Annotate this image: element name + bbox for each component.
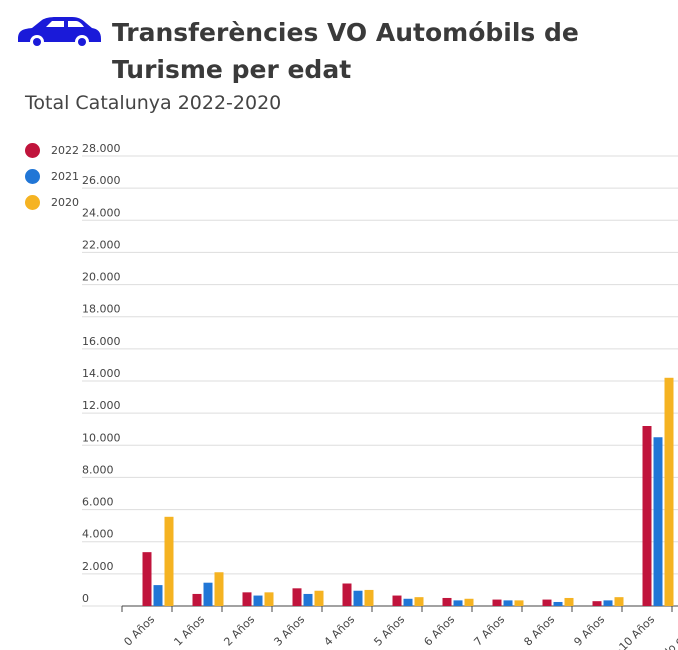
bar-2022	[542, 599, 552, 606]
bar-2021	[353, 590, 363, 606]
bar-2021	[303, 593, 313, 606]
bar-2021	[153, 585, 163, 606]
bar-2020	[464, 598, 474, 606]
bar-2022	[492, 599, 502, 606]
bar-2021	[403, 598, 413, 606]
bar-2022	[242, 592, 252, 606]
bar-2022	[292, 588, 302, 606]
legend-item-2022[interactable]: 2022	[25, 137, 79, 163]
bar-2020	[514, 600, 524, 606]
y-tick-label: 24.000	[82, 206, 121, 219]
chart-legend: 2022 2021 2020	[25, 137, 79, 215]
bar-2021	[653, 437, 663, 606]
y-tick-label: 4.000	[82, 528, 114, 541]
y-tick-label: 26.000	[82, 174, 121, 187]
y-tick-label: 8.000	[82, 463, 114, 476]
x-tick-label: 5 Años	[371, 613, 407, 649]
x-tick-label: 6 Años	[421, 613, 457, 649]
y-tick-label: 20.000	[82, 271, 121, 284]
bar-2020	[264, 592, 274, 606]
y-tick-label: 10.000	[82, 431, 121, 444]
legend-swatch-2020	[25, 194, 40, 210]
x-tick-label: 8 Años	[521, 613, 557, 649]
x-tick-label: 4 Años	[321, 613, 357, 649]
legend-label-2020: 2020	[51, 195, 79, 209]
y-tick-label: 22.000	[82, 238, 121, 251]
bar-2022	[392, 595, 402, 606]
legend-label-2021: 2021	[51, 169, 79, 183]
bar-2022	[192, 593, 202, 606]
y-tick-label: 18.000	[82, 303, 121, 316]
x-tick-label: 9 Años	[571, 613, 607, 649]
y-tick-label: 6.000	[82, 496, 114, 509]
bar-2021	[603, 600, 613, 606]
bar-2020	[664, 377, 674, 606]
x-tick-label: 0 Años	[121, 613, 157, 649]
bar-2020	[314, 590, 324, 606]
x-tick-label: 7 Años	[471, 613, 507, 649]
bar-2020	[614, 597, 624, 606]
y-tick-label: 28.000	[82, 142, 121, 155]
chart-title: Transferències VO Automóbils de Turisme …	[112, 18, 579, 84]
bar-2020	[214, 572, 224, 606]
x-tick-label: 1 Años	[171, 613, 207, 649]
bar-2022	[642, 426, 652, 606]
y-tick-label: 12.000	[82, 399, 121, 412]
car-icon	[18, 17, 101, 49]
bar-2022	[342, 583, 352, 606]
x-tick-label: 3 Años	[271, 613, 307, 649]
legend-swatch-2021	[25, 168, 40, 184]
x-tick-label: 2 Años	[221, 613, 257, 649]
bar-2021	[453, 600, 463, 606]
bar-2021	[253, 595, 263, 606]
bar-2020	[564, 597, 574, 606]
bar-2022	[442, 597, 452, 606]
legend-label-2022: 2022	[51, 143, 79, 157]
y-tick-label: 2.000	[82, 560, 114, 573]
bar-2022	[142, 552, 152, 606]
legend-item-2021[interactable]: 2021	[25, 163, 79, 189]
legend-item-2020[interactable]: 2020	[25, 189, 79, 215]
bar-2021	[203, 582, 213, 606]
x-tick-label: No consta	[659, 613, 678, 650]
legend-swatch-2022	[25, 142, 40, 158]
y-tick-label: 14.000	[82, 367, 121, 380]
bar-2020	[164, 516, 174, 606]
x-tick-label: >10 Años	[610, 613, 657, 650]
y-tick-label: 0	[82, 592, 89, 605]
bar-2022	[592, 601, 602, 606]
bar-2020	[364, 589, 374, 606]
bar-2021	[503, 600, 513, 606]
chart-subtitle: Total Catalunya 2022-2020	[25, 92, 282, 114]
bar-2020	[414, 597, 424, 606]
y-tick-label: 16.000	[82, 335, 121, 348]
bar-2021	[553, 601, 563, 606]
